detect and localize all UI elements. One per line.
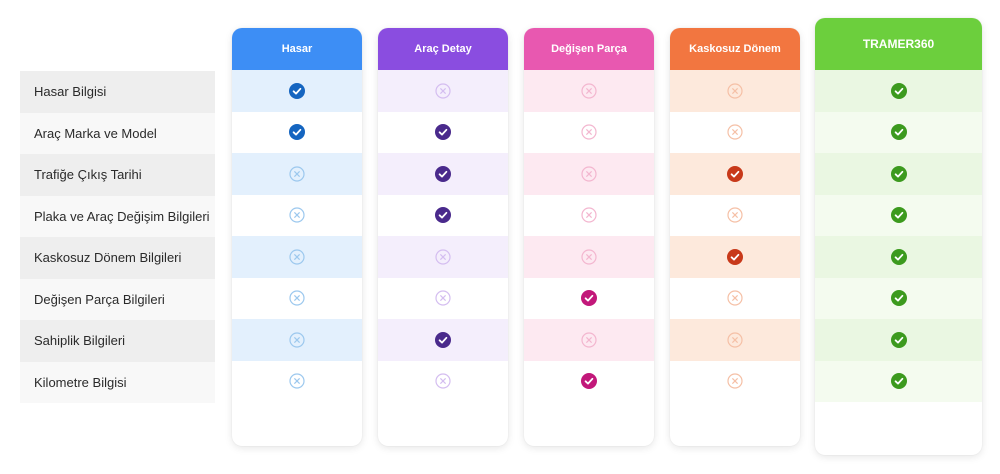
cross-icon xyxy=(581,332,597,348)
cross-icon xyxy=(289,166,305,182)
check-icon xyxy=(890,165,907,182)
cross-icon xyxy=(289,249,305,265)
column-hasar: Hasar xyxy=(232,28,362,446)
table-cell xyxy=(524,70,654,112)
column-degisen-parca: Değişen Parça xyxy=(524,28,654,446)
column-header: TRAMER360 xyxy=(815,18,982,70)
cross-icon xyxy=(435,373,451,389)
table-cell xyxy=(815,236,982,278)
check-icon xyxy=(890,82,907,99)
table-cell xyxy=(232,236,362,278)
cross-icon xyxy=(727,290,743,306)
row-label: Trafiğe Çıkış Tarihi xyxy=(20,154,215,196)
table-cell xyxy=(232,360,362,402)
table-cell xyxy=(815,153,982,195)
table-cell xyxy=(670,70,800,112)
check-icon xyxy=(581,290,597,307)
row-label: Hasar Bilgisi xyxy=(20,71,215,113)
table-cell xyxy=(670,194,800,236)
check-icon xyxy=(289,82,305,99)
table-cell xyxy=(232,153,362,195)
table-cell xyxy=(524,360,654,402)
table-cell xyxy=(524,111,654,153)
table-cell xyxy=(815,277,982,319)
column-header: Araç Detay xyxy=(378,28,508,70)
table-cell xyxy=(378,277,508,319)
table-cell xyxy=(670,236,800,278)
feature-labels: Hasar Bilgisi Araç Marka ve Model Trafiğe … xyxy=(20,71,215,403)
cross-icon xyxy=(581,166,597,182)
cross-icon xyxy=(727,83,743,99)
check-icon xyxy=(890,124,907,141)
table-cell xyxy=(670,360,800,402)
table-cell xyxy=(378,360,508,402)
row-label: Araç Marka ve Model xyxy=(20,112,215,154)
cross-icon xyxy=(581,83,597,99)
table-cell xyxy=(378,153,508,195)
row-label: Kilometre Bilgisi xyxy=(20,361,215,403)
row-label: Değişen Parça Bilgileri xyxy=(20,278,215,320)
table-cell xyxy=(524,194,654,236)
row-label: Kaskosuz Dönem Bilgileri xyxy=(20,237,215,279)
table-cell xyxy=(670,111,800,153)
check-icon xyxy=(435,207,451,224)
table-cell xyxy=(378,111,508,153)
table-cell xyxy=(232,277,362,319)
cross-icon xyxy=(727,124,743,140)
column-header: Değişen Parça xyxy=(524,28,654,70)
table-cell xyxy=(815,360,982,402)
table-cell xyxy=(232,319,362,361)
cross-icon xyxy=(581,124,597,140)
cross-icon xyxy=(435,249,451,265)
check-icon xyxy=(289,124,305,141)
check-icon xyxy=(890,373,907,390)
table-cell xyxy=(524,236,654,278)
table-cell xyxy=(815,70,982,112)
cross-icon xyxy=(727,373,743,389)
table-cell xyxy=(524,277,654,319)
check-icon xyxy=(890,331,907,348)
cross-icon xyxy=(289,373,305,389)
table-cell xyxy=(670,277,800,319)
table-cell xyxy=(815,319,982,361)
table-cell xyxy=(524,319,654,361)
check-icon xyxy=(435,331,451,348)
table-cell xyxy=(670,319,800,361)
check-icon xyxy=(727,165,743,182)
table-cell xyxy=(232,111,362,153)
table-cell xyxy=(378,70,508,112)
table-cell xyxy=(524,153,654,195)
check-icon xyxy=(890,207,907,224)
check-icon xyxy=(435,124,451,141)
row-label: Sahiplik Bilgileri xyxy=(20,320,215,362)
column-header: Hasar xyxy=(232,28,362,70)
cross-icon xyxy=(289,332,305,348)
cross-icon xyxy=(727,207,743,223)
table-cell xyxy=(815,194,982,236)
cross-icon xyxy=(727,332,743,348)
column-header: Kaskosuz Dönem xyxy=(670,28,800,70)
table-cell xyxy=(232,194,362,236)
column-tramer360: TRAMER360 xyxy=(815,18,982,455)
table-cell xyxy=(378,194,508,236)
table-cell xyxy=(670,153,800,195)
cross-icon xyxy=(581,207,597,223)
column-arac-detay: Araç Detay xyxy=(378,28,508,446)
cross-icon xyxy=(289,207,305,223)
check-icon xyxy=(727,248,743,265)
cross-icon xyxy=(435,83,451,99)
check-icon xyxy=(581,373,597,390)
table-cell xyxy=(378,319,508,361)
check-icon xyxy=(435,165,451,182)
check-icon xyxy=(890,290,907,307)
cross-icon xyxy=(435,290,451,306)
row-label: Plaka ve Araç Değişim Bilgileri xyxy=(20,195,215,237)
table-cell xyxy=(378,236,508,278)
column-kaskosuz-donem: Kaskosuz Dönem xyxy=(670,28,800,446)
table-cell xyxy=(815,111,982,153)
table-cell xyxy=(232,70,362,112)
cross-icon xyxy=(581,249,597,265)
cross-icon xyxy=(289,290,305,306)
check-icon xyxy=(890,248,907,265)
